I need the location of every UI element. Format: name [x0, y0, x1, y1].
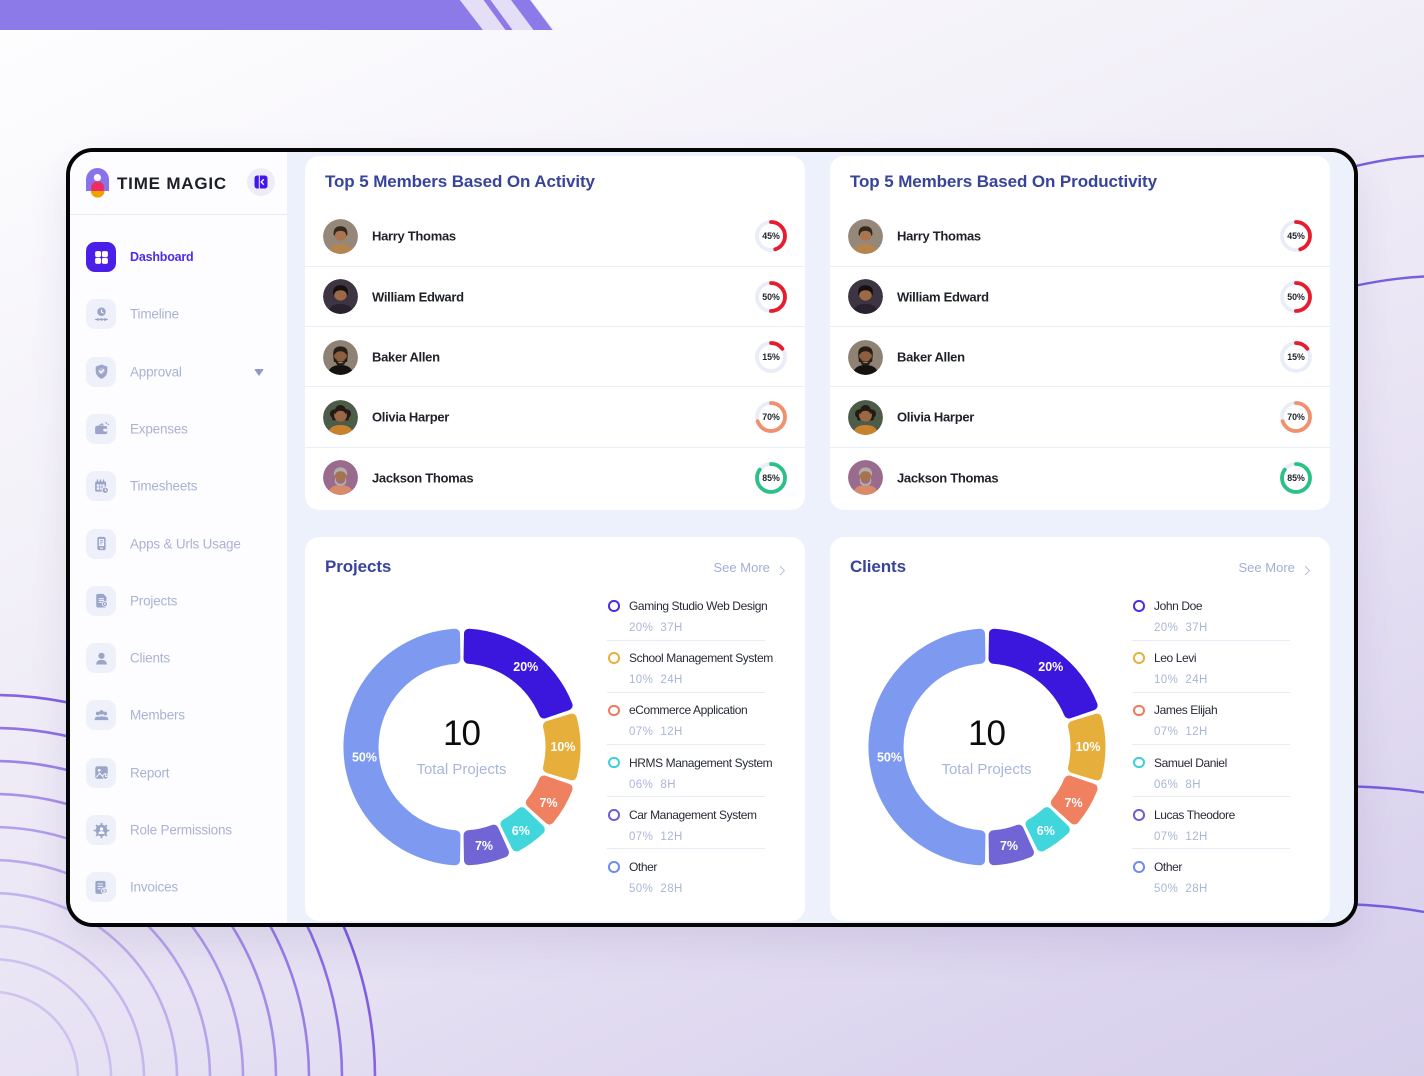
- svg-text:7%: 7%: [1064, 796, 1082, 810]
- svg-text:70%: 70%: [1287, 412, 1305, 422]
- svg-text:50%: 50%: [876, 750, 901, 764]
- svg-text:20%: 20%: [513, 660, 538, 674]
- svg-text:50%: 50%: [351, 750, 376, 764]
- svg-text:10%: 10%: [550, 740, 575, 754]
- svg-text:7%: 7%: [539, 796, 557, 810]
- svg-text:45%: 45%: [1287, 231, 1305, 241]
- svg-text:45%: 45%: [762, 231, 780, 241]
- svg-text:$: $: [102, 889, 105, 895]
- svg-text:70%: 70%: [762, 412, 780, 422]
- svg-text:10%: 10%: [1075, 740, 1100, 754]
- svg-text:85%: 85%: [762, 473, 780, 483]
- svg-text:85%: 85%: [1287, 473, 1305, 483]
- svg-text:6%: 6%: [511, 824, 529, 838]
- svg-text:15%: 15%: [762, 352, 780, 362]
- svg-text:7%: 7%: [999, 839, 1017, 853]
- svg-text:50%: 50%: [762, 292, 780, 302]
- svg-text:15%: 15%: [1287, 352, 1305, 362]
- svg-text:50%: 50%: [1287, 292, 1305, 302]
- svg-text:7%: 7%: [474, 839, 492, 853]
- svg-text:6%: 6%: [1036, 824, 1054, 838]
- svg-text:20%: 20%: [1038, 660, 1063, 674]
